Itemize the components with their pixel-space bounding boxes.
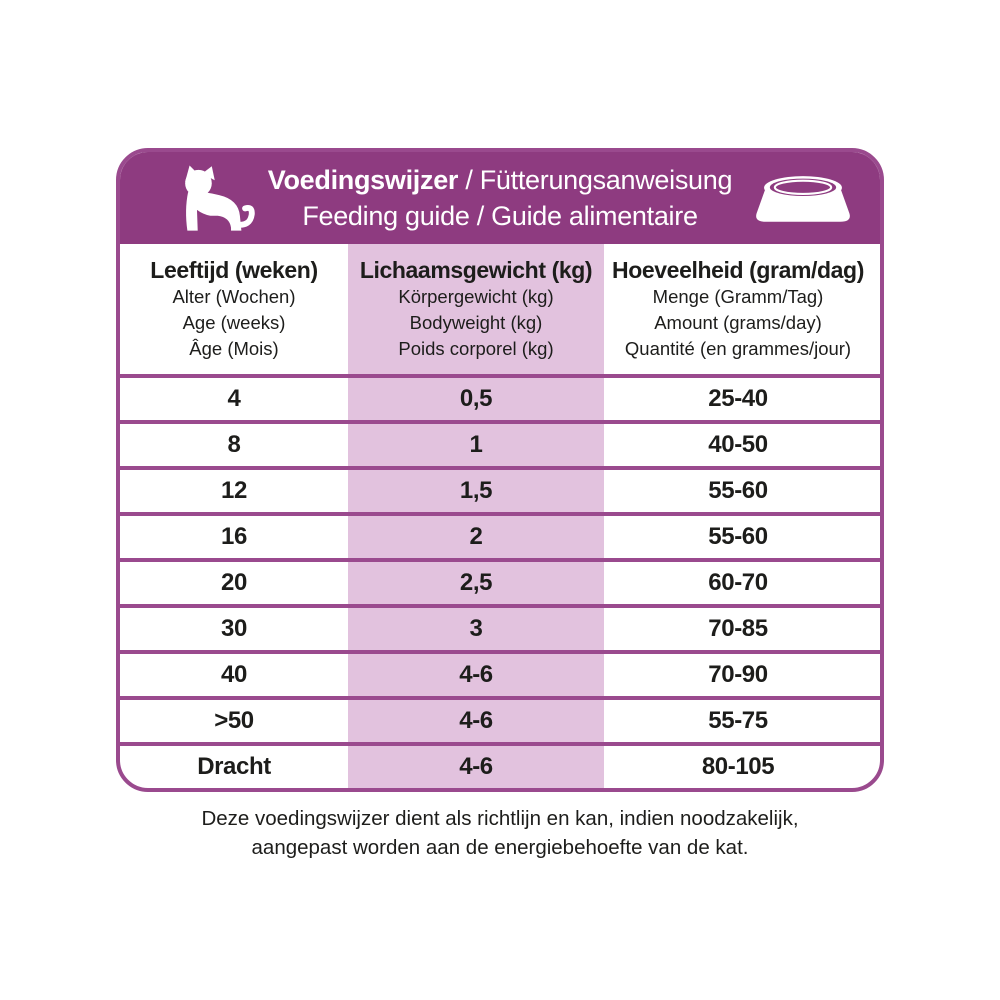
amount-cell: 25-40	[708, 385, 768, 412]
bodyweight-cell: 4-6	[459, 753, 493, 780]
bodyweight-cell: 1,5	[459, 477, 493, 504]
amount-cell: 70-85	[708, 615, 768, 642]
age-cell: 16	[221, 523, 247, 550]
amount-cell: 55-60	[708, 477, 768, 504]
amount-cell: 70-90	[708, 661, 768, 688]
table-row: 4 0,5 25-40	[120, 374, 880, 420]
table-row: 12 1,5 55-60	[120, 466, 880, 512]
age-cell: 4	[227, 385, 241, 412]
column-header-bodyweight: Lichaamsgewicht (kg) Körpergewicht (kg) …	[359, 257, 593, 359]
guide-title: Voedingswijzer / Fütterungsanweisung Fee…	[267, 162, 733, 234]
age-cell: 20	[221, 569, 247, 596]
kitten-icon	[185, 165, 255, 231]
amount-cell: 80-105	[701, 753, 775, 780]
table-row: 20 2,5 60-70	[120, 558, 880, 604]
age-cell: Dracht	[197, 753, 271, 780]
bodyweight-cell: 0,5	[459, 385, 493, 412]
table-row: 30 3 70-85	[120, 604, 880, 650]
bodyweight-cell: 1	[469, 431, 483, 458]
age-cell: 8	[227, 431, 241, 458]
table-row: 40 4-6 70-90	[120, 650, 880, 696]
bodyweight-cell: 2	[469, 523, 483, 550]
table-row: 16 2 55-60	[120, 512, 880, 558]
amount-cell: 60-70	[708, 569, 768, 596]
card-header: Voedingswijzer / Fütterungsanweisung Fee…	[120, 152, 880, 244]
age-cell: 40	[221, 661, 247, 688]
bodyweight-cell: 2,5	[459, 569, 493, 596]
disclaimer-line1: Deze voedingswijzer dient als richtlijn …	[201, 807, 799, 830]
guide-title-line2: Feeding guide / Guide alimentaire	[302, 201, 698, 231]
amount-cell: 55-60	[708, 523, 768, 550]
table-row: Dracht 4-6 80-105	[120, 742, 880, 788]
age-cell: 12	[221, 477, 247, 504]
age-cell: >50	[214, 707, 254, 734]
age-cell: 30	[221, 615, 247, 642]
bodyweight-cell: 4-6	[459, 661, 493, 688]
feeding-guide-card: Voedingswijzer / Fütterungsanweisung Fee…	[116, 148, 884, 792]
food-bowl-icon	[756, 176, 850, 222]
column-header-age: Leeftijd (weken) Alter (Wochen) Age (wee…	[150, 257, 318, 359]
bodyweight-cell: 4-6	[459, 707, 493, 734]
disclaimer-text: Deze voedingswijzer dient als richtlijn …	[0, 804, 1000, 862]
table-header-row: Leeftijd (weken) Alter (Wochen) Age (wee…	[120, 244, 880, 374]
guide-title-dutch: Voedingswijzer	[267, 165, 459, 195]
guide-title-german: / Fütterungsanweisung	[458, 165, 733, 195]
feeding-table: Leeftijd (weken) Alter (Wochen) Age (wee…	[120, 244, 880, 788]
disclaimer-line2: aangepast worden aan de energiebehoefte …	[251, 836, 749, 859]
amount-cell: 40-50	[708, 431, 768, 458]
table-row: >50 4-6 55-75	[120, 696, 880, 742]
column-header-amount: Hoeveelheid (gram/dag) Menge (Gramm/Tag)…	[612, 257, 864, 359]
amount-cell: 55-75	[708, 707, 768, 734]
bodyweight-cell: 3	[469, 615, 483, 642]
table-row: 8 1 40-50	[120, 420, 880, 466]
guide-title-line1: Voedingswijzer / Fütterungsanweisung	[267, 162, 733, 198]
